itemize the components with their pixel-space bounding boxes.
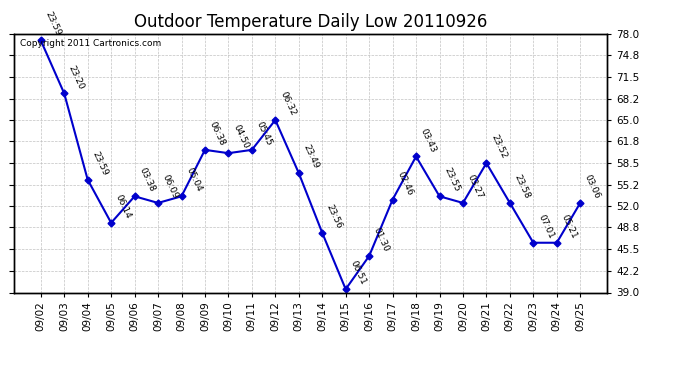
Text: 23:52: 23:52 xyxy=(489,134,508,160)
Text: 06:32: 06:32 xyxy=(278,90,297,117)
Text: 23:56: 23:56 xyxy=(325,203,344,230)
Text: 04:50: 04:50 xyxy=(231,123,250,150)
Text: 23:49: 23:49 xyxy=(302,143,321,170)
Text: 05:21: 05:21 xyxy=(560,213,579,240)
Text: 06:09: 06:09 xyxy=(161,173,180,200)
Text: Copyright 2011 Cartronics.com: Copyright 2011 Cartronics.com xyxy=(20,39,161,48)
Text: 06:14: 06:14 xyxy=(114,193,133,220)
Text: 03:38: 03:38 xyxy=(137,166,157,194)
Text: 03:06: 03:06 xyxy=(583,173,602,200)
Text: 03:27: 03:27 xyxy=(466,173,485,200)
Text: 01:30: 01:30 xyxy=(372,226,391,253)
Title: Outdoor Temperature Daily Low 20110926: Outdoor Temperature Daily Low 20110926 xyxy=(134,13,487,31)
Text: 06:51: 06:51 xyxy=(348,259,368,286)
Text: 06:38: 06:38 xyxy=(208,120,227,147)
Text: 05:45: 05:45 xyxy=(255,120,274,147)
Text: 23:55: 23:55 xyxy=(442,166,462,194)
Text: 23:59: 23:59 xyxy=(90,150,110,177)
Text: 05:04: 05:04 xyxy=(184,166,204,194)
Text: 03:43: 03:43 xyxy=(419,127,438,154)
Text: 23:20: 23:20 xyxy=(67,64,86,91)
Text: 02:46: 02:46 xyxy=(395,170,415,197)
Text: 07:01: 07:01 xyxy=(536,213,555,240)
Text: 23:59: 23:59 xyxy=(43,10,63,38)
Text: 23:58: 23:58 xyxy=(513,173,532,200)
